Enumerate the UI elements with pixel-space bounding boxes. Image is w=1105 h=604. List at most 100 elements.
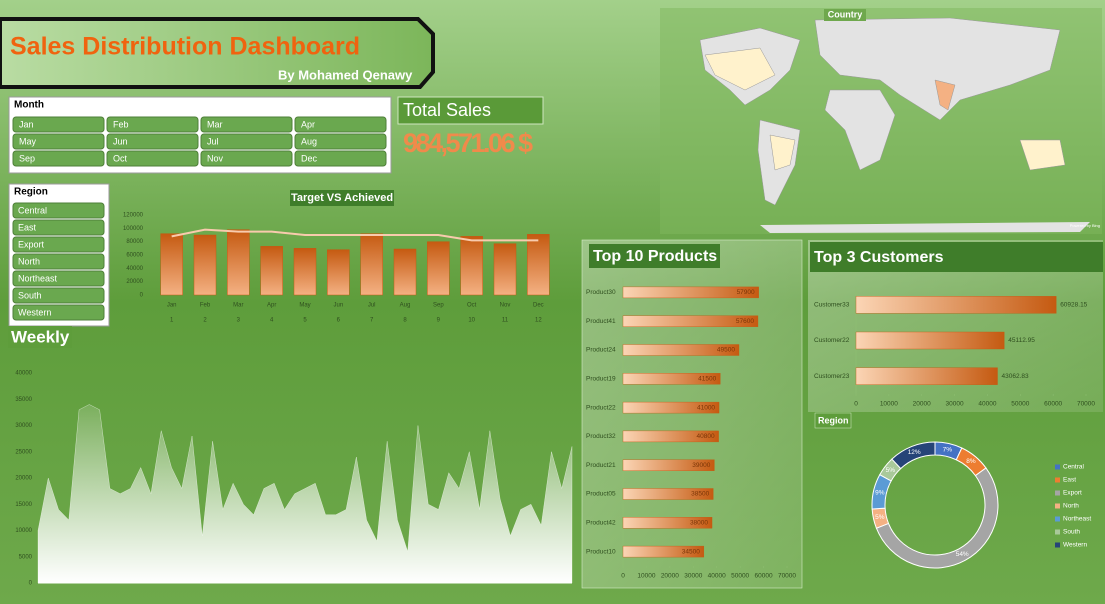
slicer-button[interactable]: [12, 150, 105, 167]
value-label: 43062.83: [1001, 373, 1028, 380]
slicer-button[interactable]: [12, 253, 105, 270]
y-tick-label: 120000: [123, 213, 144, 219]
y-tick-label: 5000: [19, 554, 33, 560]
x-sub-label: 6: [337, 318, 341, 324]
slicer-button-label: Sep: [19, 153, 35, 163]
bar: [360, 233, 383, 296]
y-tick-label: 20000: [15, 476, 32, 482]
y-tick-label: 15000: [15, 502, 32, 508]
slicer-button-label: Oct: [113, 153, 128, 163]
slicer-button-label: Aug: [301, 136, 317, 146]
category-label: Product19: [586, 376, 616, 383]
slicer-button[interactable]: [106, 116, 199, 133]
bar: [622, 373, 721, 385]
x-tick-label: 70000: [1077, 401, 1095, 408]
category-label: Customer22: [814, 337, 850, 344]
chart-title-box: [8, 326, 72, 348]
bar: [855, 331, 1005, 350]
slicer-button-label: Nov: [207, 153, 224, 163]
x-tick-label: Aug: [400, 303, 411, 309]
slice-label: 12%: [908, 449, 921, 456]
bar: [622, 430, 719, 443]
x-tick-label: 70000: [778, 573, 796, 580]
slicer-button-label: Apr: [301, 119, 315, 129]
antarctica: [760, 222, 1090, 233]
slicer-button[interactable]: [200, 150, 293, 167]
slicer-button[interactable]: [294, 150, 387, 167]
slicer-button[interactable]: [12, 133, 105, 150]
x-tick-label: 40000: [978, 401, 996, 408]
value-label: 57900: [737, 289, 755, 296]
slicer-button-label: North: [18, 256, 40, 266]
x-tick-label: 60000: [1044, 401, 1062, 408]
india: [934, 79, 956, 111]
category-label: Product22: [586, 404, 616, 411]
x-tick-label: 40000: [708, 573, 726, 580]
y-tick-label: 80000: [126, 239, 143, 245]
x-sub-label: 9: [437, 318, 441, 324]
bar: [293, 248, 317, 296]
chart-title: Top 10 Products: [593, 248, 717, 265]
value-label: 38500: [691, 491, 709, 498]
chart-title-box: [810, 242, 1103, 272]
bar: [527, 234, 550, 296]
slicer-button-label: Central: [18, 205, 47, 215]
slicer-button[interactable]: [106, 133, 199, 150]
x-tick-label: 0: [854, 401, 858, 408]
slicer-button[interactable]: [106, 150, 199, 167]
x-sub-label: 8: [403, 318, 407, 324]
chart-title-box: [290, 190, 394, 206]
slicer-button[interactable]: [200, 116, 293, 133]
bar: [260, 246, 283, 296]
slicer-button-label: Western: [18, 307, 51, 317]
slicer-button[interactable]: [200, 133, 293, 150]
legend-swatch: [1055, 477, 1060, 483]
x-tick-label: 30000: [946, 401, 964, 408]
slicer-button-label: Jul: [207, 136, 219, 146]
map-credit: Powered by Bing: [1070, 223, 1100, 228]
category-label: Customer33: [814, 302, 850, 309]
bar: [227, 229, 250, 296]
y-tick-label: 0: [29, 581, 33, 587]
slicer-button-label: Export: [18, 239, 45, 249]
slicer-button[interactable]: [12, 304, 105, 321]
australia: [1019, 139, 1066, 171]
legend-label: South: [1063, 529, 1080, 536]
slicer-button[interactable]: [294, 116, 387, 133]
weekly-area: [37, 404, 573, 584]
value-label: 40800: [697, 433, 715, 440]
slicer-button[interactable]: [294, 133, 387, 150]
slice-label: 9%: [875, 489, 885, 496]
dashboard-subtitle: By Mohamed Qenawy: [278, 67, 413, 82]
x-sub-label: 5: [303, 318, 307, 324]
slicer-button[interactable]: [12, 270, 105, 287]
x-tick-label: 30000: [684, 573, 702, 580]
category-label: Product30: [586, 289, 616, 296]
slicer-button[interactable]: [12, 236, 105, 253]
slicer-button[interactable]: [12, 287, 105, 304]
value-label: 49500: [717, 347, 735, 354]
x-sub-label: 1: [170, 318, 174, 324]
category-label: Product21: [586, 462, 616, 469]
x-tick-label: 10000: [637, 573, 655, 580]
slicer-button-label: Jun: [113, 136, 128, 146]
value-label: 45112.95: [1008, 337, 1035, 344]
x-tick-label: Sep: [433, 303, 444, 309]
slicer-button-label: May: [19, 136, 37, 146]
kpi-title: Total Sales: [403, 100, 491, 120]
x-tick-label: Apr: [267, 303, 276, 309]
x-tick-label: Feb: [200, 303, 211, 309]
y-tick-label: 40000: [126, 266, 143, 272]
y-tick-label: 40000: [15, 371, 32, 377]
usa: [704, 47, 776, 91]
legend-label: Export: [1063, 490, 1082, 497]
region-items: Central East Export North Northeast South West…: [12, 202, 105, 321]
slicer-button[interactable]: [12, 116, 105, 133]
x-tick-label: Oct: [467, 303, 477, 309]
kpi-value: 984,571.06 $: [403, 128, 533, 158]
slicer-button[interactable]: [12, 202, 105, 219]
slicer-button[interactable]: [12, 219, 105, 236]
slicer-button-label: Jan: [19, 119, 34, 129]
value-label: 41000: [697, 404, 715, 411]
slice-label: 8%: [966, 458, 976, 465]
